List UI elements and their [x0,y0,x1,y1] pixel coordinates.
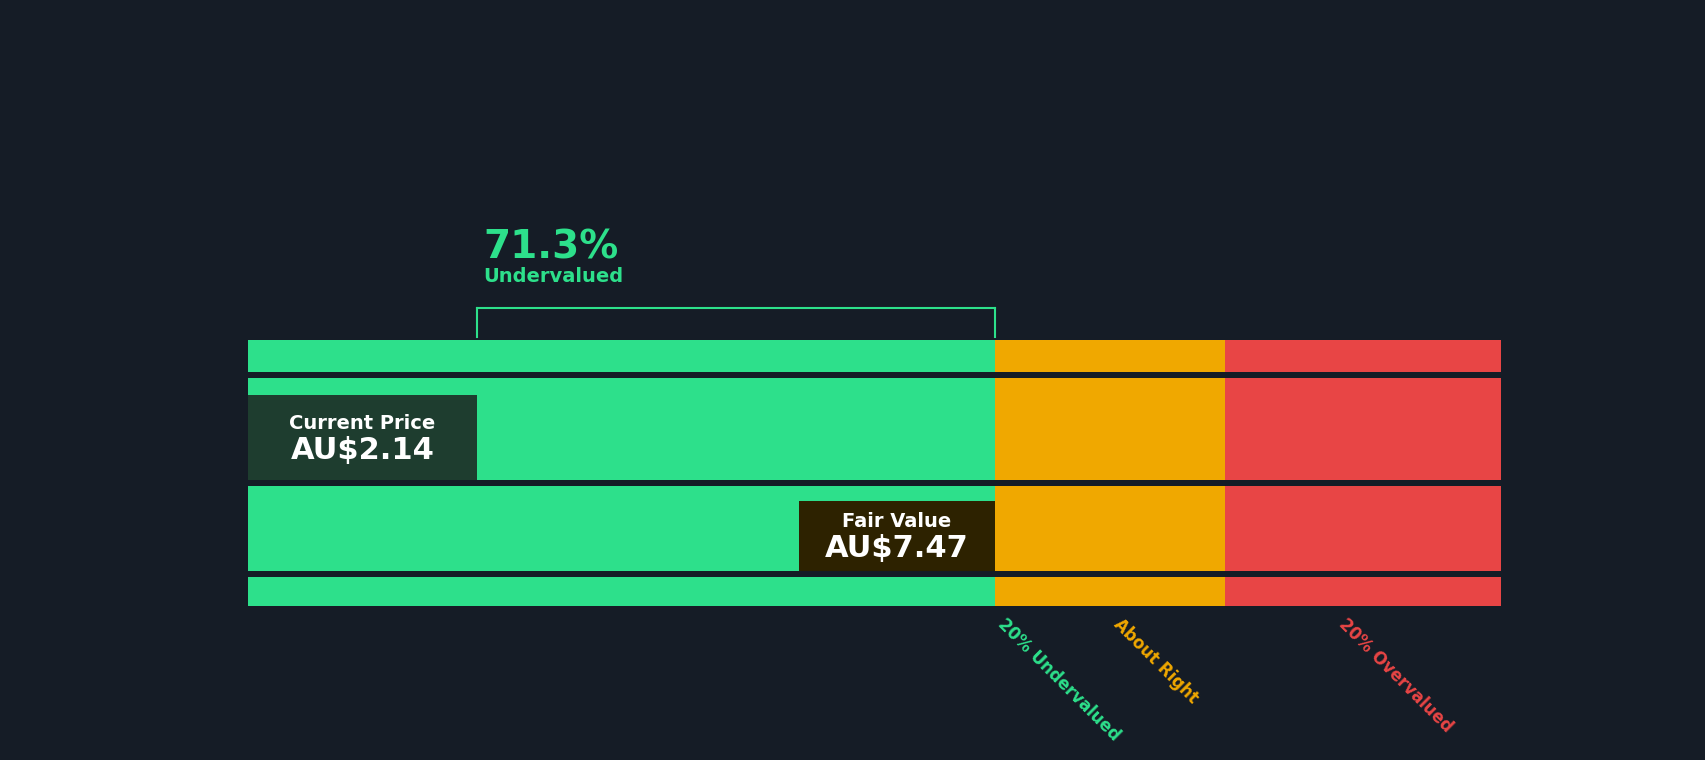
Bar [247,340,994,372]
Text: Undervalued: Undervalued [483,267,624,286]
Bar [247,378,994,480]
Text: AU$2.14: AU$2.14 [290,436,435,465]
Text: 20% Overvalued: 20% Overvalued [1335,615,1456,736]
Bar [247,577,994,606]
Bar [798,501,994,571]
Bar [994,340,1224,372]
Text: Fair Value: Fair Value [842,511,951,530]
Bar [1224,486,1500,571]
Bar [247,486,994,571]
Bar [247,395,477,480]
Text: Current Price: Current Price [290,413,435,432]
Bar [1224,378,1500,480]
Text: AU$7.47: AU$7.47 [825,534,968,563]
Bar [994,378,1224,480]
Text: 71.3%: 71.3% [483,229,619,267]
Bar [994,486,1224,571]
Bar [994,577,1224,606]
Bar [1224,577,1500,606]
Bar [1224,340,1500,372]
Text: 20% Undervalued: 20% Undervalued [994,615,1124,744]
Text: About Right: About Right [1110,615,1200,707]
